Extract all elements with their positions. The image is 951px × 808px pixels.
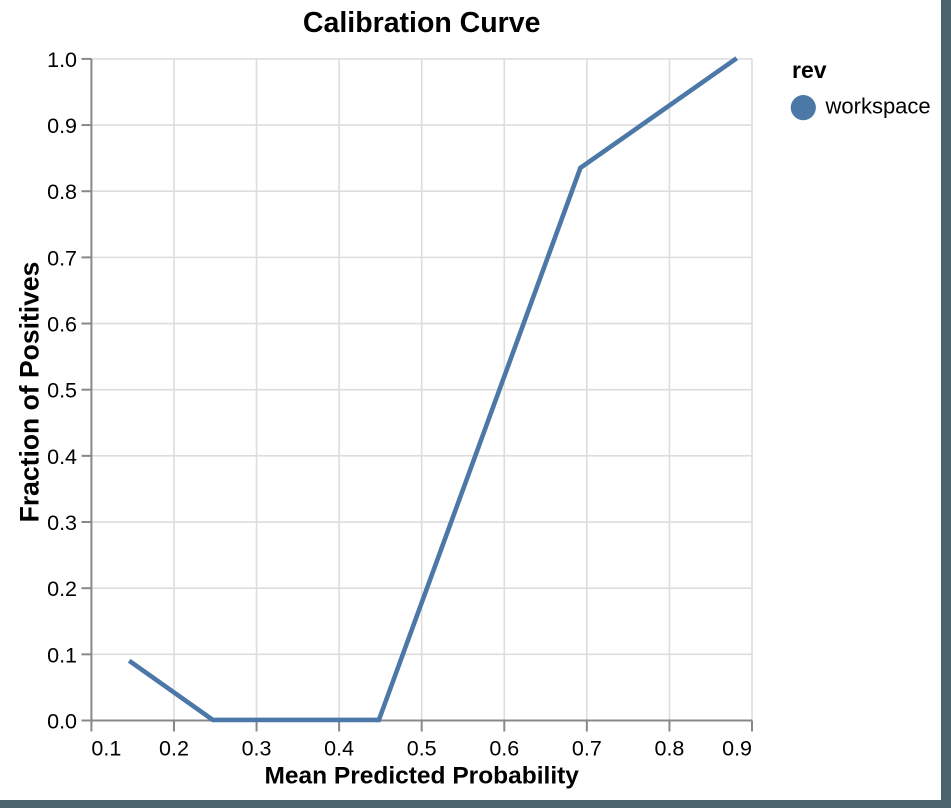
svg-text:0.0: 0.0	[47, 710, 77, 734]
svg-text:0.7: 0.7	[572, 736, 602, 760]
svg-text:0.7: 0.7	[47, 246, 77, 270]
svg-text:0.2: 0.2	[159, 736, 189, 760]
svg-text:0.3: 0.3	[242, 736, 272, 760]
svg-text:workspace: workspace	[825, 94, 931, 119]
svg-text:0.8: 0.8	[47, 180, 77, 204]
svg-text:Fraction of Positives: Fraction of Positives	[15, 262, 45, 523]
svg-text:Calibration Curve: Calibration Curve	[303, 7, 541, 39]
svg-text:1.0: 1.0	[47, 48, 77, 72]
svg-text:0.4: 0.4	[47, 445, 77, 469]
svg-text:rev: rev	[792, 57, 827, 83]
svg-text:0.4: 0.4	[324, 736, 354, 760]
svg-text:0.3: 0.3	[47, 511, 77, 535]
svg-text:0.2: 0.2	[47, 577, 77, 601]
svg-text:0.9: 0.9	[722, 736, 752, 760]
svg-text:Mean Predicted Probability: Mean Predicted Probability	[264, 763, 579, 790]
svg-text:0.8: 0.8	[654, 736, 684, 760]
svg-text:0.1: 0.1	[47, 643, 77, 667]
svg-text:0.1: 0.1	[91, 736, 121, 760]
svg-text:0.6: 0.6	[47, 313, 77, 337]
svg-text:0.9: 0.9	[47, 114, 77, 138]
svg-text:0.6: 0.6	[489, 736, 519, 760]
svg-text:0.5: 0.5	[47, 379, 77, 403]
svg-text:0.5: 0.5	[407, 736, 437, 760]
